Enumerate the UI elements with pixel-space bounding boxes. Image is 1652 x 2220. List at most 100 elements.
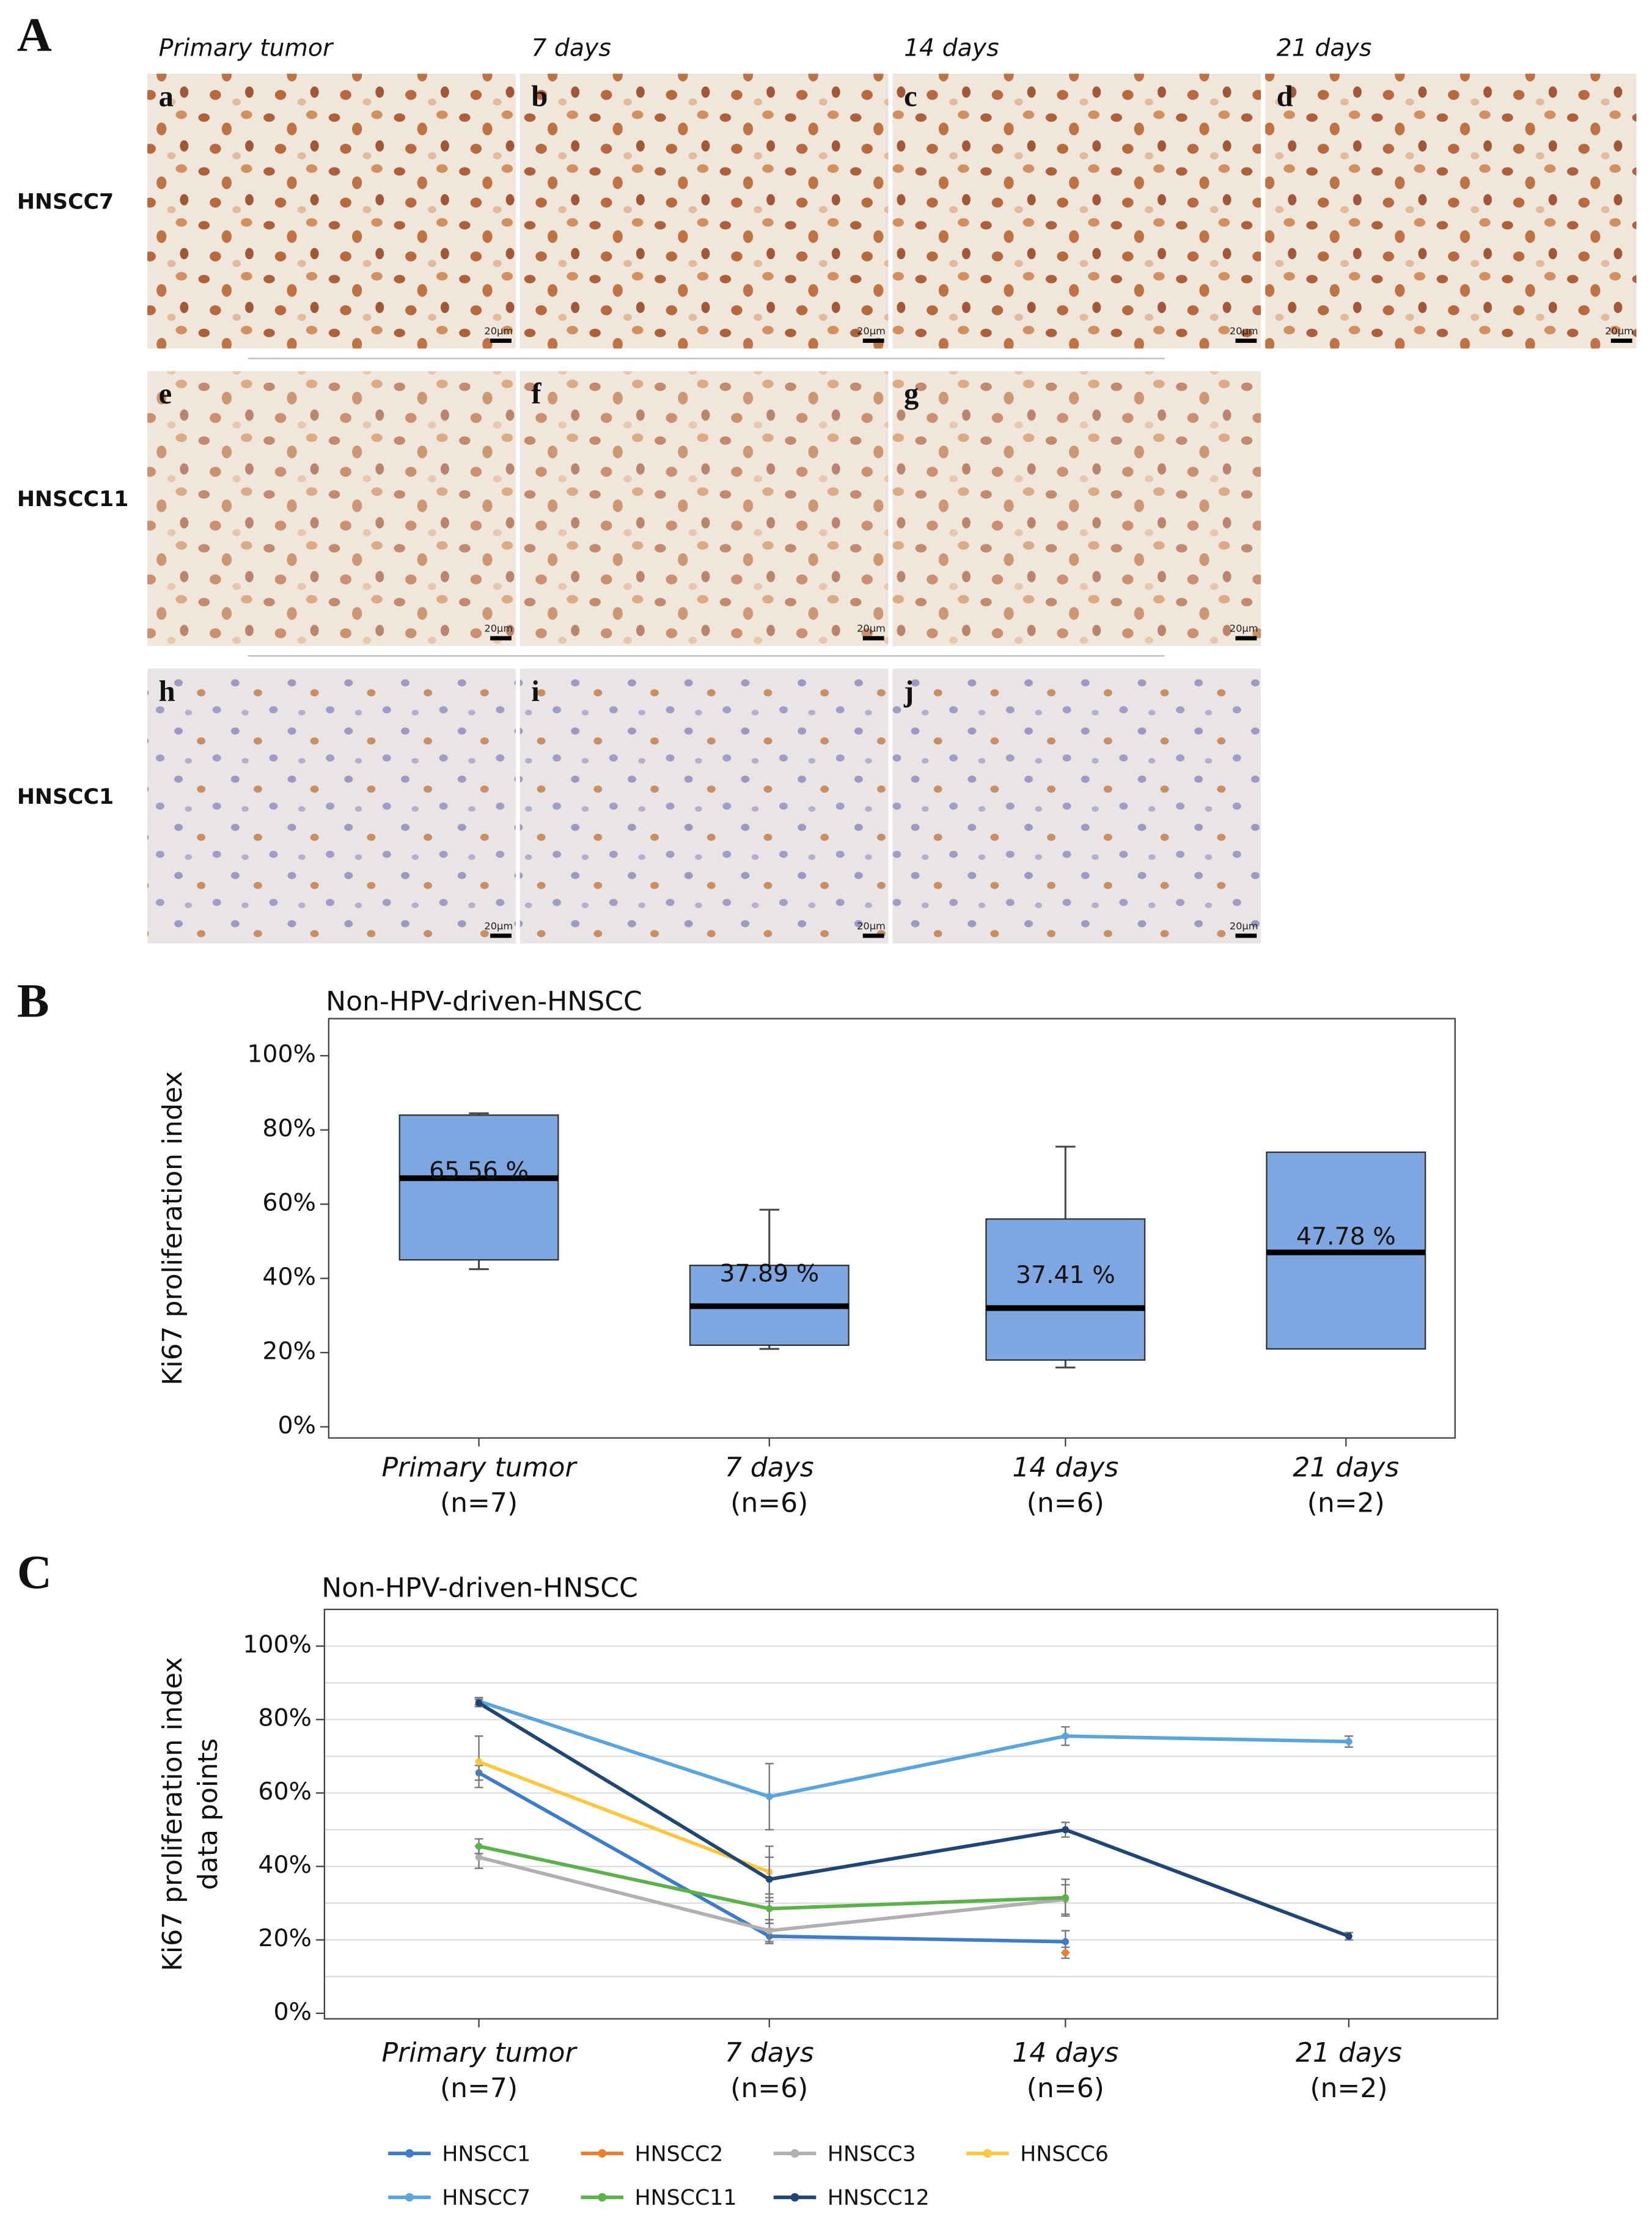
x-tick-label: 21 days: [1293, 1452, 1399, 1483]
data-point: [765, 1905, 773, 1913]
y-tick-label: 100%: [247, 1040, 316, 1068]
x-tick-label: Primary tumor: [382, 2037, 578, 2068]
scale-bar-label: 20µm: [857, 623, 886, 634]
data-point: [765, 1875, 773, 1883]
scale-bar-label: 20µm: [857, 920, 886, 932]
plot-frame: [328, 1018, 1456, 1439]
scale-bar: [862, 933, 884, 938]
y-tick-label: 20%: [262, 1337, 316, 1365]
panel-letter: j: [903, 675, 914, 708]
data-point: [475, 1842, 483, 1850]
micrograph-texture: [519, 371, 889, 646]
legend-marker: [405, 2192, 414, 2202]
box: [398, 1114, 559, 1261]
panel-label: A: [17, 9, 52, 62]
x-tick-label: 7 days: [725, 1452, 814, 1483]
legend-marker: [405, 2149, 414, 2158]
y-tick-label: 60%: [262, 1189, 316, 1217]
scale-bar: [862, 636, 884, 641]
legend-label: HNSCC1: [442, 2142, 530, 2166]
y-axis-label: Ki67 proliferation index: [157, 1657, 188, 1971]
x-tick-label: Primary tumor: [382, 1452, 578, 1483]
series-line: [478, 1701, 1349, 1938]
mean-label: 47.78 %: [1296, 1222, 1396, 1251]
row-label: HNSCC7: [17, 189, 114, 214]
column-header: 14 days: [904, 34, 999, 62]
micrograph-texture: [519, 73, 889, 349]
micrograph-texture: [892, 669, 1261, 944]
data-point: [1062, 1732, 1070, 1740]
panel-letter: g: [904, 377, 919, 410]
scale-bar-label: 20µm: [1230, 623, 1258, 634]
y-axis-label: data points: [193, 1738, 224, 1890]
column-header: 21 days: [1277, 34, 1372, 62]
panel-label: B: [17, 975, 50, 1028]
legend-marker: [598, 2192, 607, 2202]
panel-letter: i: [531, 675, 540, 708]
x-tick-note: (n=6): [1027, 1488, 1104, 1519]
legend-label: HNSCC2: [635, 2142, 724, 2166]
y-tick-label: 80%: [258, 1704, 312, 1732]
data-point: [1062, 1826, 1070, 1834]
y-tick-label: 40%: [258, 1851, 312, 1879]
scale-bar-label: 20µm: [1230, 920, 1258, 932]
scale-bar-label: 20µm: [484, 325, 513, 337]
micrograph-texture: [892, 73, 1261, 349]
scale-bar-label: 20µm: [484, 623, 513, 634]
data-point: [475, 1699, 483, 1707]
scale-bar-label: 20µm: [1605, 325, 1634, 337]
panel-letter: e: [159, 377, 172, 410]
x-tick-note: (n=2): [1310, 2073, 1387, 2104]
scale-bar: [1235, 933, 1257, 938]
scale-bar-label: 20µm: [1230, 325, 1258, 337]
data-point: [1062, 1894, 1070, 1902]
mean-label: 37.89 %: [719, 1259, 819, 1287]
legend-label: HNSCC11: [635, 2186, 737, 2210]
column-header: Primary tumor: [159, 34, 334, 62]
legend-label: HNSCC6: [1020, 2142, 1109, 2166]
mean-label: 65.56 %: [429, 1156, 529, 1185]
scale-bar: [1235, 636, 1257, 641]
y-tick-label: 20%: [258, 1924, 312, 1952]
y-tick-label: 0%: [273, 1998, 312, 2026]
y-tick-label: 40%: [262, 1263, 316, 1291]
x-tick-note: (n=6): [730, 1488, 808, 1519]
x-tick-note: (n=2): [1307, 1488, 1385, 1519]
scale-bar: [490, 338, 512, 343]
box: [985, 1218, 1146, 1361]
legend-label: HNSCC12: [828, 2186, 930, 2210]
chart-title: Non-HPV-driven-HNSCC: [326, 986, 642, 1017]
scale-bar: [490, 636, 512, 641]
panel-letter: h: [159, 675, 175, 708]
x-tick-note: (n=7): [440, 2073, 518, 2104]
data-point: [765, 1927, 773, 1935]
series-line: [478, 1699, 1349, 1799]
scale-bar: [490, 933, 512, 938]
micrograph-texture: [1265, 73, 1637, 349]
x-tick-note: (n=6): [730, 2073, 808, 2104]
legend-marker: [790, 2192, 799, 2202]
column-header: 7 days: [531, 34, 611, 62]
data-point: [1345, 1738, 1353, 1746]
legend-marker: [983, 2149, 992, 2158]
row-label: HNSCC11: [17, 487, 129, 512]
x-tick-label: 7 days: [725, 2037, 814, 2068]
x-tick-note: (n=7): [440, 1488, 518, 1519]
micrograph-texture: [519, 669, 889, 944]
y-tick-label: 60%: [258, 1777, 312, 1806]
scale-bar: [1235, 338, 1257, 343]
panel-letter: a: [159, 79, 174, 112]
legend-label: HNSCC7: [442, 2186, 530, 2210]
y-tick-label: 80%: [262, 1114, 316, 1142]
micrograph-texture: [147, 371, 516, 646]
micrograph-texture: [147, 669, 516, 944]
x-tick-label: 14 days: [1012, 1452, 1118, 1483]
plot-frame: [323, 1608, 1499, 2020]
chart-title: Non-HPV-driven-HNSCC: [321, 1573, 638, 1604]
panel-letter: b: [531, 79, 548, 112]
data-point: [475, 1853, 483, 1861]
scale-bar: [862, 338, 884, 343]
x-tick-label: 21 days: [1296, 2037, 1402, 2068]
data-point: [1345, 1932, 1353, 1940]
